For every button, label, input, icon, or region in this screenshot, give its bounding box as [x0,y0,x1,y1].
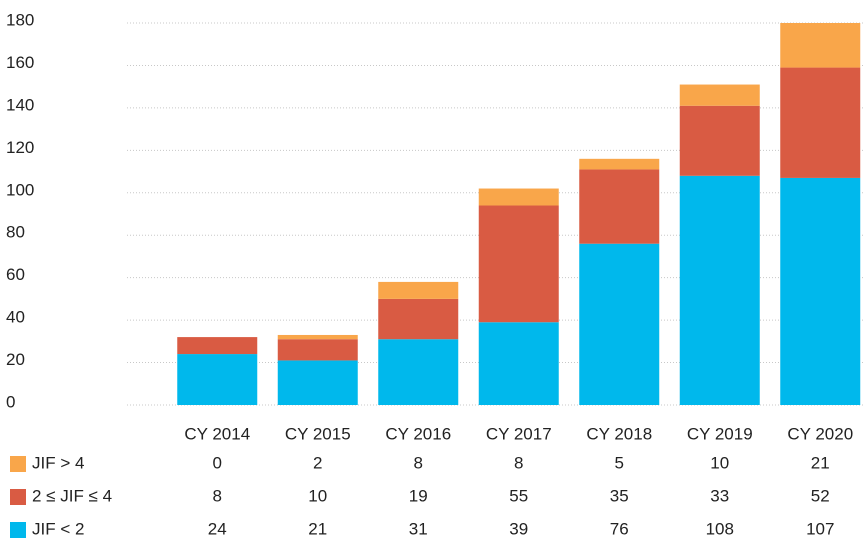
table-value: 19 [409,486,428,505]
table-value: 8 [213,486,222,505]
legend-label: JIF < 2 [32,519,84,538]
legend-swatch [10,522,26,538]
y-tick-label: 80 [6,223,25,242]
table-value: 2 [313,453,322,472]
y-tick-label: 40 [6,308,25,327]
bar-segment [478,188,559,206]
bar-segment [378,298,459,340]
table-value: 24 [208,519,227,538]
table-value: 10 [308,486,327,505]
table-value: 76 [610,519,629,538]
y-tick-label: 60 [6,265,25,284]
table-value: 21 [811,453,830,472]
table-value: 0 [213,453,222,472]
table-value: 55 [509,486,528,505]
bar-segment [378,339,459,405]
bar-segment [780,67,861,178]
bar-segment [177,337,258,355]
bar-segment [277,360,358,405]
table-value: 35 [610,486,629,505]
table-value: 31 [409,519,428,538]
table-value: 5 [615,453,624,472]
bar-segment [679,84,760,106]
bar-segment [277,339,358,361]
x-tick-label: CY 2020 [787,424,853,443]
table-value: 33 [710,486,729,505]
y-tick-label: 100 [6,180,34,199]
bar-segment [780,23,861,68]
table-value: 10 [710,453,729,472]
legend-swatch [10,489,26,505]
x-tick-label: CY 2014 [184,424,250,443]
bar-segment [579,243,660,405]
bar-segment [679,175,760,405]
bar-segment [780,177,861,405]
table-value: 107 [806,519,834,538]
table-value: 52 [811,486,830,505]
legend-label: 2 ≤ JIF ≤ 4 [32,486,112,505]
bar-segment [478,322,559,405]
legend-swatch [10,456,26,472]
bar-segment [378,281,459,299]
y-tick-label: 120 [6,138,34,157]
bar-segment [679,105,760,176]
x-tick-label: CY 2019 [687,424,753,443]
y-tick-label: 0 [6,392,15,411]
x-tick-label: CY 2015 [285,424,351,443]
table-value: 39 [509,519,528,538]
bar-segment [579,169,660,244]
y-tick-label: 20 [6,350,25,369]
y-tick-label: 180 [6,10,34,29]
bar-segment [277,334,358,340]
legend-label: JIF > 4 [32,453,84,472]
bar-segment [579,158,660,170]
x-tick-label: CY 2016 [385,424,451,443]
y-tick-label: 140 [6,95,34,114]
table-value: 21 [308,519,327,538]
y-tick-label: 160 [6,53,34,72]
x-tick-label: CY 2017 [486,424,552,443]
bar-segment [177,354,258,405]
x-tick-label: CY 2018 [586,424,652,443]
table-value: 8 [414,453,423,472]
table-value: 108 [706,519,734,538]
table-value: 8 [514,453,523,472]
bar-segment [478,205,559,323]
